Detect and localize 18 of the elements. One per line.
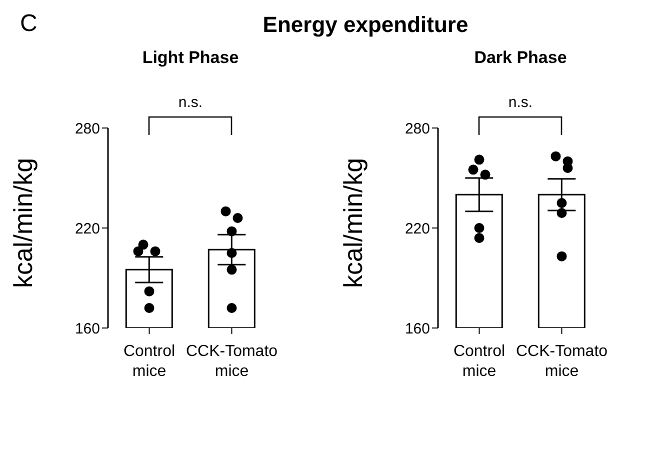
- text: n.s.: [507, 94, 534, 111]
- x-tick-label: Control mice: [123, 343, 176, 380]
- y-axis-title: kcal/min/kg: [338, 158, 368, 288]
- y-tick-label: 220: [404, 220, 430, 238]
- x-tick-label: Control mice: [453, 343, 506, 380]
- chart-title: Dark Phase: [473, 48, 568, 68]
- y-tick-label: 160: [404, 320, 430, 338]
- text: n.s.: [177, 94, 204, 111]
- y-tick-label: 280: [404, 120, 430, 138]
- text: Energy expenditure: [262, 12, 468, 37]
- y-axis-title: kcal/min/kg: [8, 158, 38, 288]
- y-tick-label: 160: [74, 320, 100, 338]
- y-tick-label: 220: [74, 220, 100, 238]
- chart-title: Light Phase: [141, 48, 240, 68]
- text: C: [20, 10, 38, 38]
- x-tick-label: CCK-Tomato mice: [516, 343, 608, 380]
- x-tick-label: CCK-Tomato mice: [186, 343, 278, 380]
- y-tick-label: 280: [74, 120, 100, 138]
